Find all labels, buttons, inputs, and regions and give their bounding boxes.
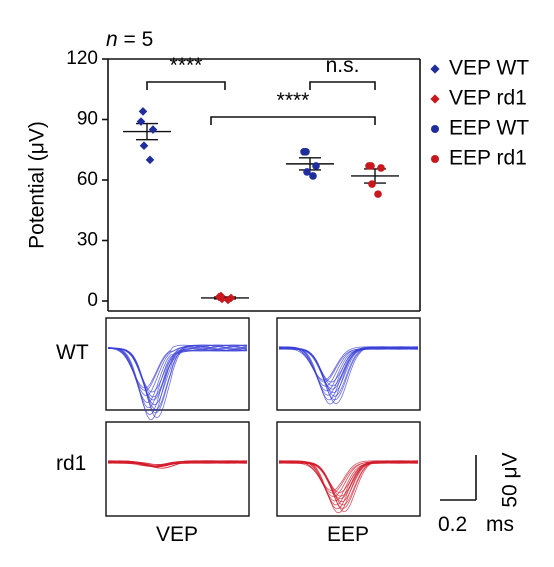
data-point xyxy=(374,190,382,198)
significance-label: **** xyxy=(277,89,310,112)
trace-line xyxy=(278,460,419,514)
scale-bar-vertical-label: 50 μV xyxy=(499,452,522,507)
legend-marker xyxy=(431,125,439,133)
trace-panel-frame xyxy=(105,421,250,517)
scale-bar-horizontal-unit: ms xyxy=(486,513,514,536)
data-point xyxy=(309,172,317,180)
trace-line xyxy=(107,460,248,469)
significance-label: n.s. xyxy=(326,54,360,77)
trace-line xyxy=(107,344,248,409)
legend-marker xyxy=(430,64,440,74)
data-point xyxy=(217,294,227,304)
trace-panel-frame xyxy=(105,317,250,411)
trace-line xyxy=(278,346,419,405)
trace-line xyxy=(108,344,248,416)
legend-marker xyxy=(430,94,440,104)
col-label-eep: EEP xyxy=(327,523,369,546)
scale-bar: 50 μV 0.2 ms xyxy=(438,452,522,536)
data-point xyxy=(138,107,148,116)
trace-line xyxy=(278,460,419,498)
legend-label: VEP rd1 xyxy=(449,87,527,110)
n-label-rest: = 5 xyxy=(118,28,154,51)
significance-bracket xyxy=(210,116,376,125)
n-label: n = 5 xyxy=(106,28,153,51)
trace-line xyxy=(278,346,419,401)
significance-bracket xyxy=(146,81,226,90)
scale-bar-horizontal-value: 0.2 xyxy=(438,513,467,536)
trace-panel-frame xyxy=(276,421,421,517)
n-label-italic: n xyxy=(106,28,118,51)
data-point xyxy=(365,162,373,170)
y-tick-label: 90 xyxy=(77,109,98,130)
legend: VEP WT VEP rd1 EEP WT EEP rd1 xyxy=(430,57,529,170)
legend-label: VEP WT xyxy=(449,57,529,80)
row-label-rd1: rd1 xyxy=(56,452,86,475)
legend-label: EEP rd1 xyxy=(449,147,527,170)
legend-label: EEP WT xyxy=(449,117,529,140)
trace-line xyxy=(278,460,419,509)
data-point xyxy=(377,164,385,172)
trace-line xyxy=(107,344,248,392)
row-label-wt: WT xyxy=(56,341,89,364)
data-point xyxy=(139,141,149,151)
trace-line xyxy=(108,344,248,404)
trace-line xyxy=(278,348,419,387)
trace-line xyxy=(107,346,248,401)
y-tick-label: 30 xyxy=(77,230,98,251)
legend-marker xyxy=(431,155,439,163)
trace-line xyxy=(107,344,248,414)
significance-label: **** xyxy=(170,54,203,77)
data-point xyxy=(223,295,233,305)
trace-line xyxy=(278,346,419,390)
data-point xyxy=(368,180,376,188)
scatter-plot: 0 30 60 90 120 Potential (μV) **** n.s. **** xyxy=(26,48,421,312)
trace-panels xyxy=(105,317,421,517)
y-tick-label: 120 xyxy=(66,48,98,69)
data-point xyxy=(145,155,155,165)
trace-line xyxy=(107,460,248,467)
data-point xyxy=(148,125,158,134)
trace-line xyxy=(278,460,418,506)
data-point xyxy=(312,162,320,170)
data-point xyxy=(300,147,308,156)
trace-line xyxy=(107,345,248,419)
y-tick-label: 60 xyxy=(77,169,98,190)
significance-bracket xyxy=(309,81,376,90)
data-point xyxy=(303,168,311,176)
y-axis-label: Potential (μV) xyxy=(26,121,49,249)
trace-panel-frame xyxy=(276,317,421,411)
data-point xyxy=(136,117,146,126)
col-label-vep: VEP xyxy=(156,523,198,546)
y-tick-label: 0 xyxy=(87,290,98,311)
trace-line xyxy=(278,460,419,499)
